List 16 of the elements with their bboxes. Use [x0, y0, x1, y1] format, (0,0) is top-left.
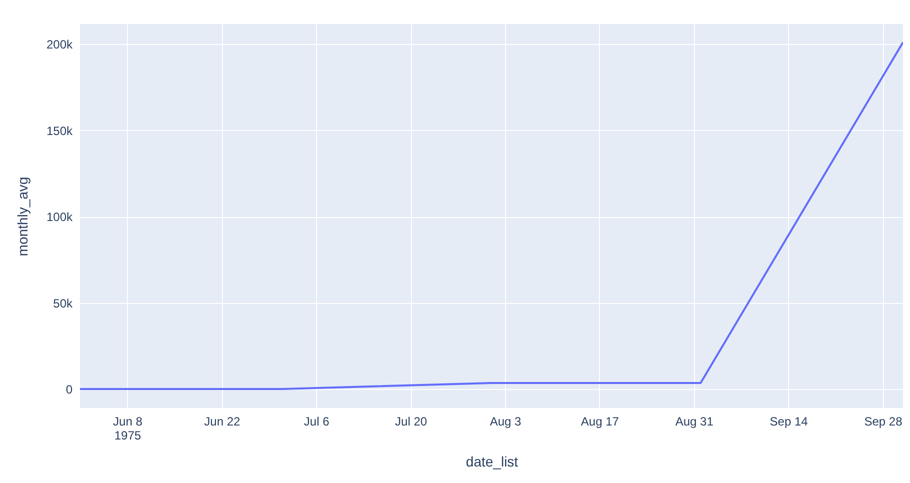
x-tick-label: Aug 17 — [580, 414, 620, 428]
x-tick-label: Jul 6 — [304, 414, 330, 428]
y-axis-title: monthly_avg — [14, 176, 30, 256]
y-tick-label: 0 — [66, 382, 73, 397]
x-tick-label: Jul 20 — [395, 414, 428, 428]
x-tick-label: Aug 31 — [675, 414, 714, 428]
x-tick-label: Aug 3 — [490, 414, 522, 428]
y-tick-label: 100k — [46, 210, 74, 224]
x-axis-title: date_list — [466, 454, 518, 470]
y-tick-label: 150k — [46, 124, 74, 138]
x-tick-label: Jun 22 — [204, 414, 241, 428]
x-tick-label: Sep 28 — [864, 414, 903, 428]
x-tick-label: Sep 14 — [770, 414, 808, 428]
y-tick-label: 200k — [46, 38, 74, 52]
x-tick-label: Jun 8 1975 — [113, 414, 143, 442]
y-tick-label: 50k — [53, 296, 74, 310]
